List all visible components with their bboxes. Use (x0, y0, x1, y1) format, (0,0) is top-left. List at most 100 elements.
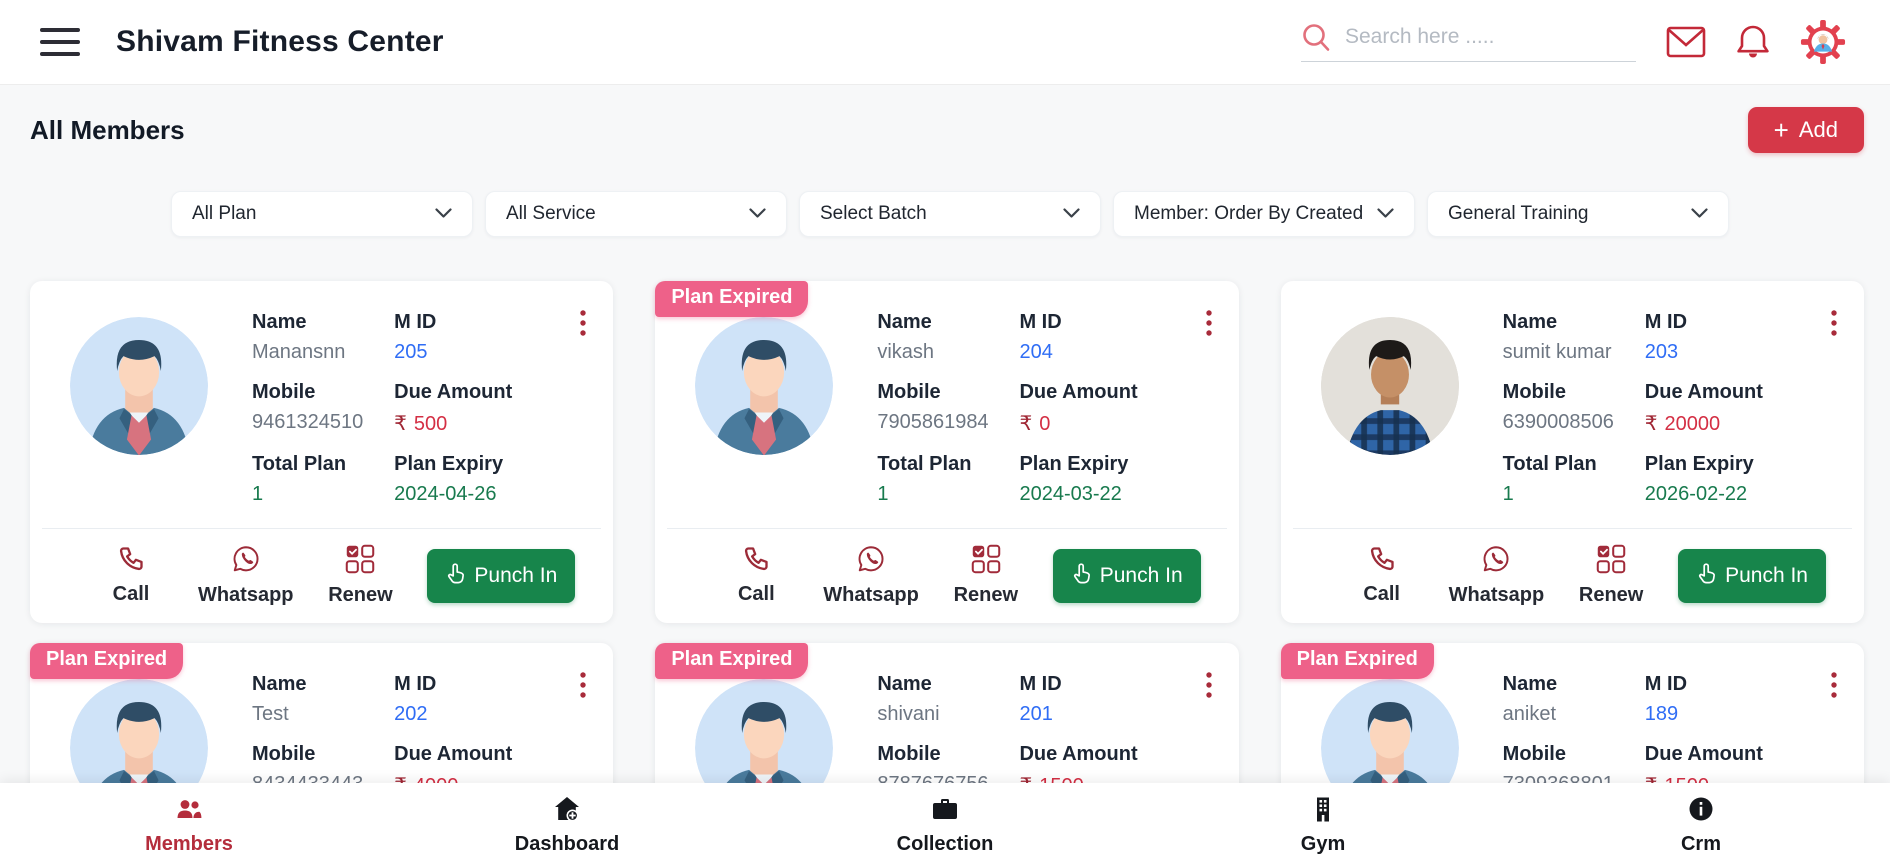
phone-icon (117, 545, 145, 578)
member-name: vikash (877, 341, 935, 363)
whatsapp-icon (231, 544, 261, 579)
field-name: Name Test (252, 673, 384, 726)
renew-button[interactable]: Renew (943, 544, 1029, 607)
plus-icon: + (1773, 115, 1789, 145)
hamburger-menu-icon[interactable] (40, 28, 80, 56)
kebab-menu-icon[interactable] (1826, 669, 1842, 708)
divider (1292, 528, 1852, 529)
page-title: All Members (30, 114, 185, 145)
member-id: 204 (1019, 341, 1053, 363)
member-due-amount: 0 (1039, 413, 1051, 435)
renew-grid-icon (1596, 544, 1626, 579)
filter-dropdown[interactable]: Member: Order By Created (1113, 191, 1415, 237)
kebab-menu-icon[interactable] (1826, 307, 1842, 346)
call-button[interactable]: Call (1339, 545, 1425, 606)
field-member-id: M ID 201 (1019, 673, 1184, 726)
filter-label: General Training (1448, 203, 1589, 224)
rupee-symbol: ₹ (1644, 413, 1658, 435)
renew-grid-icon (971, 544, 1001, 579)
crm-info-icon (1688, 796, 1714, 827)
chevron-down-icon (1377, 203, 1394, 225)
avatar (695, 317, 834, 455)
punch-in-button[interactable]: Punch In (427, 548, 576, 603)
search-box (1301, 22, 1636, 62)
member-total-plan: 1 (252, 483, 264, 505)
member-plan-expiry: 2026-02-22 (1644, 483, 1748, 505)
member-name: shivani (877, 703, 940, 725)
whatsapp-button[interactable]: Whatsapp (1449, 544, 1544, 607)
avatar (1320, 317, 1459, 455)
field-mobile: Mobile 9461324510 (252, 381, 384, 436)
call-button[interactable]: Call (713, 545, 799, 606)
renew-button[interactable]: Renew (317, 544, 403, 607)
app-title: Shivam Fitness Center (116, 25, 444, 58)
filter-label: All Service (506, 203, 596, 224)
punch-hand-icon (1071, 562, 1091, 590)
mail-icon[interactable] (1666, 26, 1706, 58)
member-card: Plan Expired (655, 281, 1239, 623)
field-plan-expiry: Plan Expiry 2026-02-22 (1645, 453, 1810, 506)
field-member-id: M ID 189 (1645, 673, 1810, 726)
field-mobile: Mobile 7905861984 (877, 381, 1009, 436)
member-name: Manansnn (252, 341, 346, 363)
kebab-menu-icon[interactable] (1201, 669, 1217, 708)
field-total-plan: Total Plan 1 (877, 453, 1009, 506)
search-input[interactable] (1345, 25, 1636, 49)
field-due-amount: Due Amount ₹20000 (1644, 381, 1763, 435)
whatsapp-icon (856, 544, 886, 579)
filter-label: Member: Order By Created (1134, 203, 1364, 224)
member-id: 201 (1019, 703, 1053, 725)
member-total-plan: 1 (1502, 483, 1514, 505)
nav-item-members[interactable]: Members (0, 783, 378, 868)
plan-expired-badge: Plan Expired (30, 643, 184, 679)
plan-expired-badge: Plan Expired (1280, 643, 1434, 679)
punch-in-button[interactable]: Punch In (1678, 548, 1826, 603)
punch-hand-icon (445, 562, 465, 590)
nav-item-dashboard[interactable]: Dashboard (378, 783, 756, 868)
whatsapp-button[interactable]: Whatsapp (198, 544, 294, 607)
nav-item-crm[interactable]: Crm (1512, 783, 1890, 868)
member-name: sumit kumar (1502, 341, 1612, 363)
call-button[interactable]: Call (88, 545, 174, 606)
collection-briefcase-icon (931, 796, 959, 827)
nav-item-collection[interactable]: Collection (756, 783, 1134, 868)
chevron-down-icon (1691, 203, 1708, 225)
field-name: Name Manansnn (252, 311, 384, 364)
field-name: Name sumit kumar (1503, 311, 1635, 364)
whatsapp-icon (1481, 544, 1511, 579)
bell-icon[interactable] (1736, 23, 1770, 61)
field-member-id: M ID 204 (1019, 311, 1184, 364)
renew-button[interactable]: Renew (1568, 544, 1654, 607)
member-total-plan: 1 (877, 483, 889, 505)
member-due-amount: 500 (413, 413, 448, 435)
kebab-menu-icon[interactable] (575, 307, 591, 346)
profile-gear-icon[interactable] (1800, 19, 1846, 65)
filter-dropdown[interactable]: Select Batch (799, 191, 1101, 237)
member-plan-expiry: 2024-03-22 (1019, 483, 1122, 505)
top-bar: Shivam Fitness Center (0, 0, 1890, 85)
member-mobile: 7905861984 (877, 411, 989, 433)
member-illustration-avatar (70, 317, 208, 455)
field-plan-expiry: Plan Expiry 2024-03-22 (1019, 453, 1184, 506)
filter-dropdown[interactable]: All Plan (171, 191, 473, 237)
nav-item-gym[interactable]: Gym (1134, 783, 1512, 868)
field-member-id: M ID 203 (1645, 311, 1810, 364)
field-member-id: M ID 202 (394, 673, 559, 726)
whatsapp-button[interactable]: Whatsapp (823, 544, 919, 607)
field-member-id: M ID 205 (394, 311, 559, 364)
punch-in-button[interactable]: Punch In (1052, 548, 1201, 603)
field-due-amount: Due Amount ₹0 (1019, 381, 1138, 435)
plan-expired-badge: Plan Expired (655, 281, 809, 317)
member-id: 202 (394, 703, 428, 725)
kebab-menu-icon[interactable] (1201, 307, 1217, 346)
add-member-button[interactable]: + Add (1747, 107, 1864, 153)
divider (42, 528, 602, 529)
divider (667, 528, 1227, 529)
member-mobile: 6390008506 (1502, 411, 1614, 433)
filter-dropdown[interactable]: All Service (485, 191, 787, 237)
field-name: Name aniket (1503, 673, 1635, 726)
dashboard-home-icon (553, 795, 581, 827)
member-id: 189 (1644, 703, 1679, 725)
filter-dropdown[interactable]: General Training (1427, 191, 1729, 237)
kebab-menu-icon[interactable] (575, 669, 591, 708)
